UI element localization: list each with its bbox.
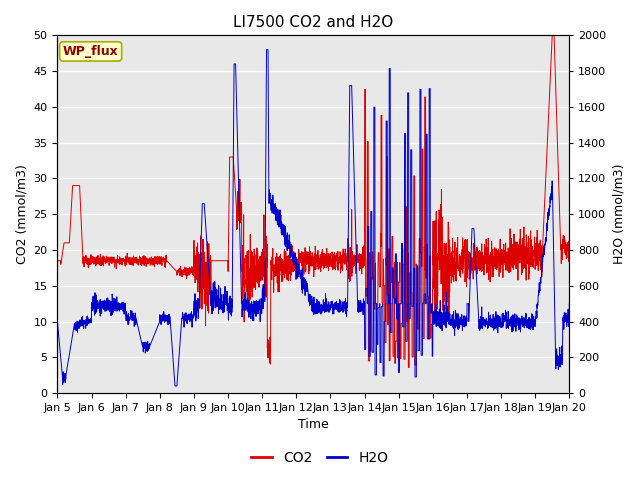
Text: WP_flux: WP_flux	[63, 45, 118, 58]
Title: LI7500 CO2 and H2O: LI7500 CO2 and H2O	[233, 15, 394, 30]
X-axis label: Time: Time	[298, 419, 329, 432]
Legend: CO2, H2O: CO2, H2O	[246, 445, 394, 471]
Y-axis label: H2O (mmol/m3): H2O (mmol/m3)	[612, 164, 625, 264]
Y-axis label: CO2 (mmol/m3): CO2 (mmol/m3)	[15, 164, 28, 264]
